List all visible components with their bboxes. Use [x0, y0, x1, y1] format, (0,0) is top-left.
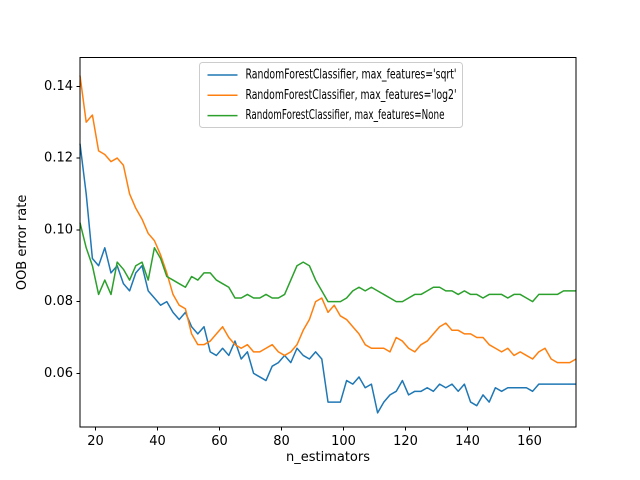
x-tick-label: 100	[331, 434, 356, 449]
x-axis-label: n_estimators	[286, 450, 370, 465]
x-tick-label: 20	[87, 434, 104, 449]
x-tick-label: 60	[211, 434, 228, 449]
y-tick-label: 0.10	[44, 222, 73, 237]
x-tick-label: 140	[455, 434, 480, 449]
x-tick-label: 40	[149, 434, 166, 449]
legend-label-log2: RandomForestClassifier, max_features='lo…	[246, 88, 457, 103]
x-tick-label: 160	[517, 434, 542, 449]
legend-label-sqrt: RandomForestClassifier, max_features='sq…	[246, 68, 457, 83]
legend-box	[199, 62, 463, 128]
legend: RandomForestClassifier, max_features='sq…	[199, 62, 463, 128]
y-tick-label: 0.12	[44, 151, 73, 166]
series-line-none	[79, 222, 576, 303]
y-tick-label: 0.06	[44, 366, 73, 381]
y-tick-label: 0.08	[44, 294, 73, 309]
series-line-sqrt	[79, 143, 576, 414]
series-line-log2	[79, 75, 577, 364]
axes-spines	[79, 57, 577, 428]
y-axis-label: OOB error rate	[15, 195, 30, 291]
x-tick-label: 80	[273, 434, 290, 449]
x-tick-label: 120	[393, 434, 418, 449]
legend-label-none: RandomForestClassifier, max_features=Non…	[246, 108, 445, 123]
y-tick-label: 0.14	[44, 79, 73, 94]
